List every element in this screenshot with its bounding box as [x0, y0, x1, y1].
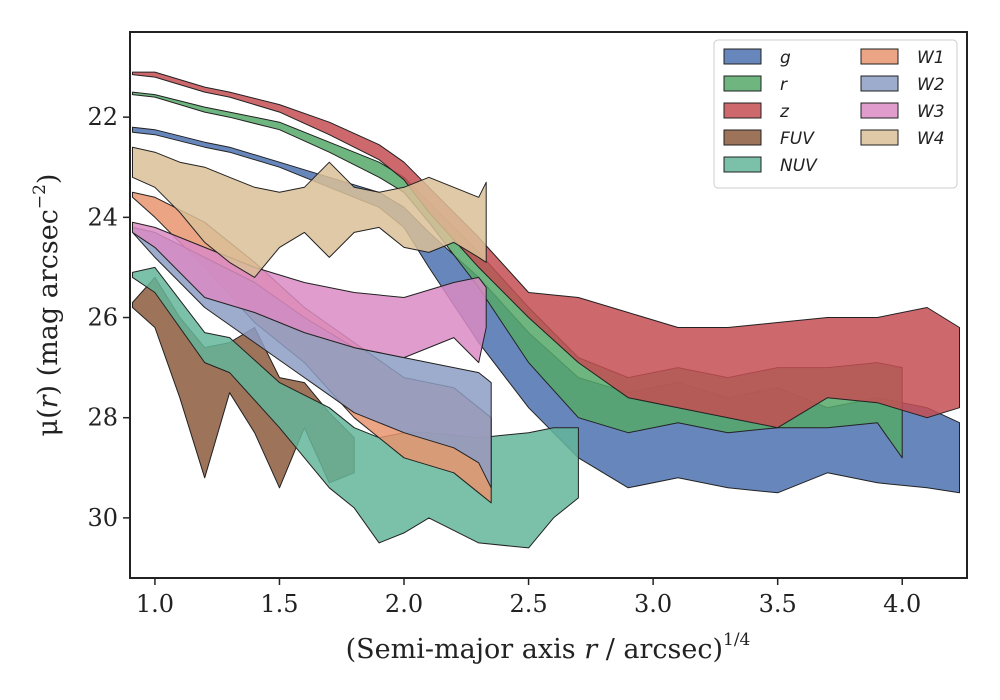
x-tick-label: 3.0 — [634, 590, 672, 618]
x-tick-label: 2.5 — [509, 590, 547, 618]
y-axis-ticks: 22 24 26 28 30 — [87, 103, 130, 532]
x-axis-ticks: 1.0 1.5 2.0 2.5 3.0 3.5 4.0 — [136, 578, 921, 618]
legend-label-fuv: FUV — [780, 129, 815, 149]
legend-swatch-w4 — [860, 129, 899, 146]
x-axis-label-suffix: / arcsec) — [597, 634, 723, 665]
legend-swatch-g — [723, 48, 762, 65]
x-tick-label: 1.5 — [260, 590, 298, 618]
y-axis-label-suffix: ) (mag arcsec — [33, 209, 64, 395]
y-axis-label-exponent: −2 — [30, 184, 50, 209]
legend-swatch-z — [723, 102, 762, 119]
legend: grz FUV NUV W1 W2 W3 W4 — [713, 39, 958, 189]
legend-swatch-w3 — [860, 102, 899, 119]
y-axis-label-var: r — [33, 393, 64, 408]
x-tick-label: 1.0 — [136, 590, 174, 618]
x-tick-label: 3.5 — [759, 590, 797, 618]
x-axis-label-prefix: (Semi-major axis — [346, 634, 585, 665]
x-tick-label: 2.0 — [385, 590, 423, 618]
y-axis-label-prefix: μ( — [33, 408, 64, 436]
legend-swatch-fuv — [723, 129, 762, 146]
series-band-r — [132, 91, 903, 459]
x-tick-label: 4.0 — [883, 590, 921, 618]
y-tick-label: 28 — [87, 404, 118, 432]
legend-label-w4: W4 — [917, 129, 945, 149]
series-band-w3 — [132, 221, 487, 364]
series-band-z — [132, 71, 960, 429]
x-axis-label-var: r — [584, 634, 599, 665]
plot-frame — [129, 31, 968, 579]
y-axis-label-close: ) — [33, 174, 64, 185]
series-layer — [132, 71, 960, 549]
legend-swatch-w1 — [860, 48, 899, 65]
legend-label-w1: W1 — [917, 48, 945, 68]
legend-label-r: r — [780, 75, 788, 95]
y-tick-label: 24 — [87, 203, 118, 231]
y-tick-label: 30 — [87, 504, 118, 532]
legend-label-w2: W2 — [917, 75, 945, 95]
x-axis-label: (Semi-major axis r / arcsec)1/4 — [346, 630, 751, 665]
y-tick-label: 22 — [87, 103, 118, 131]
legend-swatch-nuv — [723, 156, 762, 173]
legend-swatch-r — [723, 75, 762, 92]
legend-label-nuv: NUV — [780, 156, 818, 176]
legend-swatch-w2 — [860, 75, 899, 92]
y-axis-label: μ(r) (mag arcsec−2) — [30, 174, 64, 437]
legend-items: grz FUV NUV W1 W2 W3 W4 — [723, 48, 945, 176]
legend-label-w3: W3 — [917, 102, 945, 122]
y-tick-label: 26 — [87, 304, 118, 332]
series-band-w4 — [132, 146, 487, 278]
x-axis-label-exponent: 1/4 — [723, 630, 750, 650]
legend-label-z: z — [779, 102, 790, 122]
legend-label-g: g — [780, 48, 791, 68]
